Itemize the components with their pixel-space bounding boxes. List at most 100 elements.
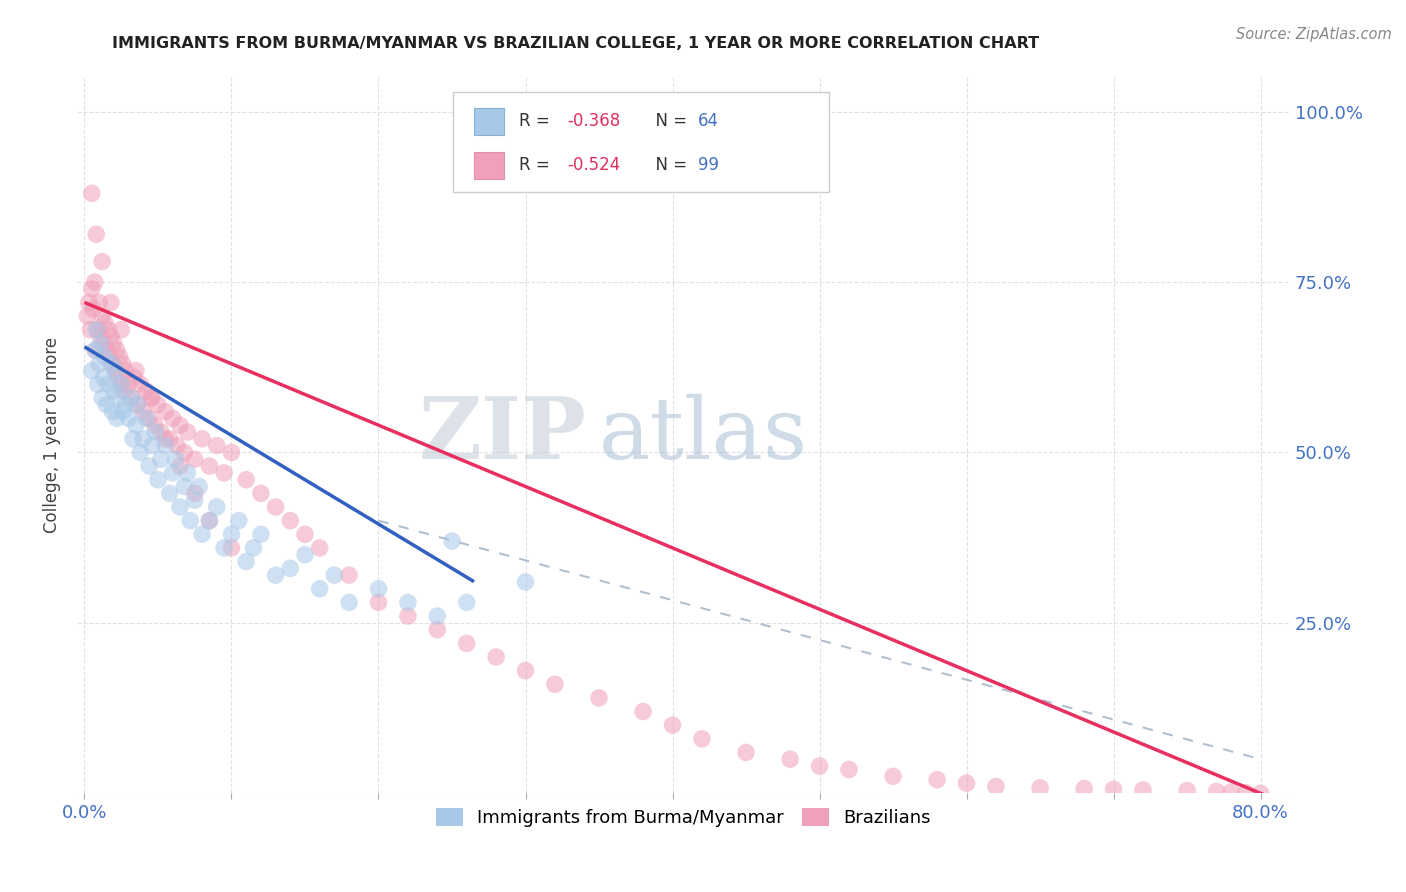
Point <box>76 309 98 323</box>
Point <box>176 425 198 439</box>
Point <box>205 439 228 453</box>
Point <box>80 282 103 296</box>
Point <box>100 295 122 310</box>
Point <box>155 439 177 453</box>
Text: R =: R = <box>519 112 554 130</box>
Point <box>90 329 112 343</box>
Point <box>264 500 287 514</box>
Text: N =: N = <box>645 156 692 174</box>
Text: IMMIGRANTS FROM BURMA/MYANMAR VS BRAZILIAN COLLEGE, 1 YEAR OR MORE CORRELATION C: IMMIGRANTS FROM BURMA/MYANMAR VS BRAZILI… <box>112 36 1039 51</box>
Point <box>485 650 508 665</box>
Point <box>198 514 221 528</box>
Point <box>143 425 166 439</box>
Point <box>80 363 103 377</box>
Point <box>94 350 117 364</box>
Point <box>169 418 191 433</box>
Point <box>1175 783 1198 797</box>
Point <box>690 731 713 746</box>
Point <box>98 350 121 364</box>
Point <box>955 776 977 790</box>
Point <box>83 275 105 289</box>
Point <box>121 391 143 405</box>
Point <box>110 377 132 392</box>
Point <box>91 309 114 323</box>
Point <box>83 343 105 358</box>
Point <box>91 391 114 405</box>
Point <box>86 377 108 392</box>
Point <box>838 763 860 777</box>
Point <box>149 425 172 439</box>
Point <box>927 772 949 787</box>
Point <box>188 479 211 493</box>
Point <box>191 527 214 541</box>
Point <box>100 357 122 371</box>
Point <box>89 357 111 371</box>
Text: ZIP: ZIP <box>419 393 586 477</box>
Point <box>108 350 131 364</box>
Point <box>107 370 129 384</box>
Point <box>117 377 139 392</box>
Y-axis label: College, 1 year or more: College, 1 year or more <box>44 337 60 533</box>
Point <box>143 418 166 433</box>
Bar <box>474 108 503 135</box>
Point <box>104 363 127 377</box>
Point <box>221 445 243 459</box>
Point <box>212 541 235 555</box>
Point <box>426 609 449 624</box>
Point <box>264 568 287 582</box>
Point <box>132 432 155 446</box>
Point <box>1132 783 1154 797</box>
Text: -0.368: -0.368 <box>567 112 620 130</box>
Point <box>278 514 301 528</box>
Point <box>426 623 449 637</box>
Point <box>129 445 152 459</box>
Point <box>221 541 243 555</box>
Point <box>984 780 1007 794</box>
Point <box>97 377 120 392</box>
Point <box>141 439 163 453</box>
Point <box>155 404 177 418</box>
Point <box>367 595 389 609</box>
Point <box>1250 786 1272 800</box>
Point <box>544 677 567 691</box>
Point <box>162 466 184 480</box>
Point <box>97 323 120 337</box>
Bar <box>474 152 503 178</box>
Point <box>235 555 257 569</box>
Point <box>93 370 115 384</box>
Point <box>103 336 125 351</box>
Point <box>1029 780 1052 795</box>
Point <box>228 514 250 528</box>
Point <box>135 411 157 425</box>
Point <box>173 479 195 493</box>
Point <box>103 384 125 398</box>
Text: -0.524: -0.524 <box>567 156 620 174</box>
Point <box>1205 784 1227 798</box>
Point <box>169 459 191 474</box>
Point <box>165 452 187 467</box>
Point <box>212 466 235 480</box>
Point <box>79 323 101 337</box>
Point <box>808 759 831 773</box>
Point <box>124 370 146 384</box>
Point <box>125 363 148 377</box>
Point <box>198 459 221 474</box>
Point <box>169 500 191 514</box>
Point <box>138 411 160 425</box>
Point <box>588 690 610 705</box>
Point <box>367 582 389 596</box>
Point <box>149 452 172 467</box>
Point <box>94 316 117 330</box>
Point <box>323 568 346 582</box>
Point <box>121 391 143 405</box>
Point <box>515 664 537 678</box>
Point <box>250 486 273 500</box>
Point <box>105 411 128 425</box>
Text: 99: 99 <box>699 156 718 174</box>
Point <box>205 500 228 514</box>
Point <box>173 445 195 459</box>
Point <box>125 418 148 433</box>
Point <box>107 391 129 405</box>
Text: atlas: atlas <box>599 393 808 477</box>
Point <box>122 432 145 446</box>
